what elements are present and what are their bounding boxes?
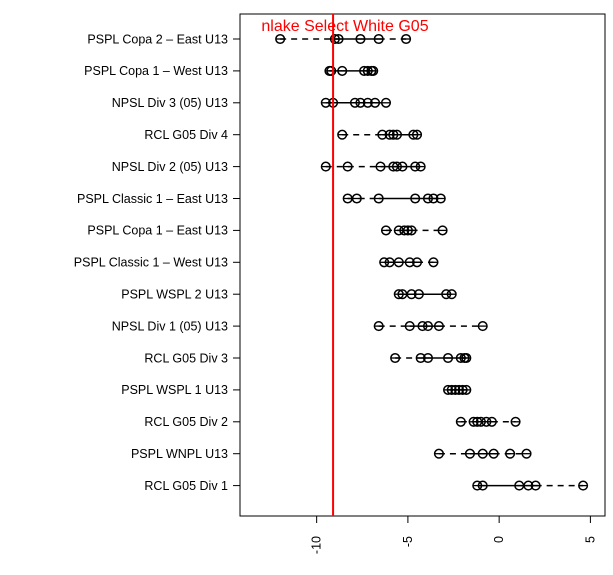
x-tick-label: 0 — [492, 536, 506, 543]
box-row — [337, 129, 423, 140]
y-tick-label: PSPL WSPL 2 U13 — [121, 288, 228, 302]
box-row — [379, 257, 439, 268]
y-tick-label: PSPL Classic 1 – West U13 — [74, 256, 228, 270]
x-axis: -10 -5 0 5 — [310, 515, 597, 554]
box-row — [390, 352, 472, 364]
y-tick-label: PSPL Copa 1 – East U13 — [87, 224, 228, 238]
y-tick-label: PSPL Copa 1 – West U13 — [84, 64, 228, 78]
box-row — [320, 97, 392, 108]
box-row — [433, 448, 532, 459]
box-row — [342, 193, 446, 204]
y-tick-label: RCL G05 Div 1 — [144, 479, 228, 493]
x-tick-label: 5 — [583, 536, 597, 543]
x-tick-label: -5 — [401, 536, 415, 547]
y-axis: PSPL Copa 2 – East U13 PSPL Copa 1 – West… — [74, 32, 240, 493]
y-tick-label: PSPL WNPL U13 — [131, 447, 228, 461]
y-tick-label: RCL G05 Div 3 — [144, 351, 228, 365]
y-tick-label: PSPL Classic 1 – East U13 — [77, 192, 228, 206]
plot-frame — [239, 13, 606, 517]
box-row — [393, 289, 457, 300]
reference-label: nlake Select White G05 — [261, 18, 428, 35]
reference-group: nlake Select White G05 — [261, 14, 429, 516]
box-row — [380, 225, 448, 236]
x-tick-label: -10 — [310, 536, 324, 554]
y-tick-label: RCL G05 Div 4 — [144, 128, 228, 142]
y-tick-label: RCL G05 Div 2 — [144, 415, 228, 429]
y-tick-label: NPSL Div 2 (05) U13 — [112, 160, 228, 174]
box-row — [443, 384, 472, 395]
box-row — [373, 321, 488, 332]
box-row — [472, 480, 589, 491]
y-tick-label: PSPL WSPL 1 U13 — [121, 383, 228, 397]
boxplot-rows — [275, 33, 589, 491]
box-row — [455, 416, 521, 427]
box-row — [320, 161, 426, 172]
y-tick-label: NPSL Div 1 (05) U13 — [112, 319, 228, 333]
box-row — [275, 33, 412, 45]
y-tick-label: PSPL Copa 2 – East U13 — [87, 32, 228, 46]
y-tick-label: NPSL Div 3 (05) U13 — [112, 96, 228, 110]
